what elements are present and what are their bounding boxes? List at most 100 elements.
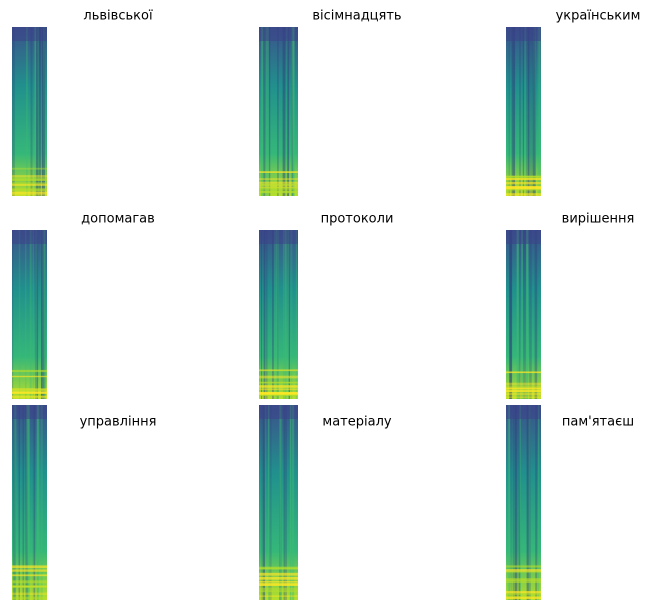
spectrogram-band [506, 176, 541, 177]
spectrogram-stripe [34, 27, 37, 196]
spectrogram [12, 27, 47, 196]
spectrogram-stripe [523, 230, 525, 399]
spectrogram-bg [12, 27, 47, 196]
spectrogram-stripe [266, 230, 267, 399]
panel: протоколи [259, 212, 393, 400]
spectrogram-band [12, 389, 47, 390]
spectrogram-band [259, 388, 298, 390]
spectrogram-band [259, 171, 298, 173]
spectrogram-band [506, 372, 541, 374]
spectrogram-stripe [263, 405, 264, 600]
spectrogram-band [12, 570, 47, 572]
spectrogram-band [12, 193, 47, 195]
spectrogram-band [259, 187, 298, 188]
spectrogram-stripe [272, 230, 274, 399]
spectrogram-band [506, 565, 541, 567]
spectrogram-band [12, 179, 47, 181]
spectrogram-stripe [512, 27, 513, 196]
spectrogram-stripe [509, 27, 510, 196]
spectrogram-stripe [12, 27, 15, 196]
spectrogram-stripe [284, 405, 287, 600]
panel-title: пам'ятаєш [562, 415, 634, 430]
spectrogram-stripe [296, 230, 297, 399]
panel-title: львівської [83, 9, 153, 24]
spectrogram-band [259, 376, 298, 379]
spectrogram-band [259, 191, 298, 193]
spectrogram-stripe [287, 27, 289, 196]
spectrogram-stripe [12, 230, 13, 399]
panel: допомагав [12, 212, 155, 400]
spectrogram-stripe [290, 405, 291, 600]
spectrogram-stripe [269, 27, 270, 196]
spectrogram-band [506, 390, 541, 392]
panel-title: матеріалу [322, 415, 391, 430]
spectrogram-stripe [264, 230, 265, 399]
panel-title: вісімнадцять [312, 9, 401, 24]
spectrogram-band [12, 194, 47, 195]
spectrogram-stripe [35, 230, 38, 399]
spectrogram-band [259, 370, 298, 372]
spectrogram-band [259, 184, 298, 185]
spectrogram-stripe [277, 27, 278, 196]
spectrogram-band [12, 392, 47, 394]
spectrogram-band [259, 581, 298, 583]
spectrogram-top [12, 405, 47, 419]
panel-title: українським [556, 9, 641, 24]
spectrogram-top [506, 230, 541, 244]
spectrogram-stripe [40, 27, 42, 196]
panel: вісімнадцять [259, 9, 402, 197]
spectrogram-stripe [535, 230, 538, 399]
spectrogram-stripe [529, 230, 532, 399]
spectrogram [12, 405, 47, 600]
spectrogram-band [506, 193, 541, 196]
spectrogram-band [12, 585, 47, 587]
spectrogram-band [506, 383, 541, 386]
spectrogram-stripe [533, 27, 536, 196]
spectrogram-band [506, 385, 541, 388]
panel-title: вирішення [562, 212, 635, 227]
spectrogram-band [12, 168, 47, 170]
spectrogram-stripe [539, 27, 541, 196]
spectrogram-band [12, 580, 47, 583]
panel: вирішення [506, 212, 634, 400]
spectrogram-stripe [25, 230, 26, 399]
spectrogram-band [12, 370, 47, 372]
spectrogram-top [12, 230, 47, 244]
figure: львівської вісімнадцять українським допомаг… [0, 0, 661, 601]
spectrogram-stripe [526, 27, 529, 196]
spectrogram [259, 230, 298, 399]
spectrogram-stripe [519, 230, 521, 399]
spectrogram-band [259, 573, 298, 576]
panel: українським [506, 9, 640, 197]
spectrogram-stripe [283, 27, 286, 196]
spectrogram-stripe [523, 27, 524, 196]
spectrogram-band [259, 182, 298, 184]
spectrogram-stripe [269, 405, 271, 600]
spectrogram-stripe [268, 405, 270, 600]
spectrogram-stripe [526, 230, 528, 399]
spectrogram-top [506, 27, 541, 41]
spectrogram-band [506, 581, 541, 583]
spectrogram-stripe [41, 230, 42, 399]
spectrogram-top [506, 405, 541, 419]
spectrogram-stripe [261, 27, 264, 196]
spectrogram-band [12, 565, 47, 568]
spectrogram-band [12, 182, 47, 184]
spectrogram-band [259, 588, 298, 590]
spectrogram-top [12, 27, 47, 41]
spectrogram-band [12, 175, 47, 177]
spectrogram-stripe [44, 230, 46, 399]
spectrogram-band [259, 583, 298, 586]
spectrogram-stripe [530, 27, 533, 196]
panel: матеріалу [259, 405, 392, 600]
panel-title: протоколи [321, 212, 394, 227]
spectrogram-stripe [285, 230, 287, 399]
spectrogram-top [259, 230, 298, 244]
spectrogram-stripe [538, 27, 539, 196]
spectrogram [506, 230, 541, 399]
spectrogram-band [259, 577, 298, 580]
spectrogram-stripe [283, 230, 285, 399]
spectrogram-stripe [274, 230, 277, 399]
spectrogram [12, 230, 47, 399]
panel-title: допомагав [81, 212, 155, 227]
